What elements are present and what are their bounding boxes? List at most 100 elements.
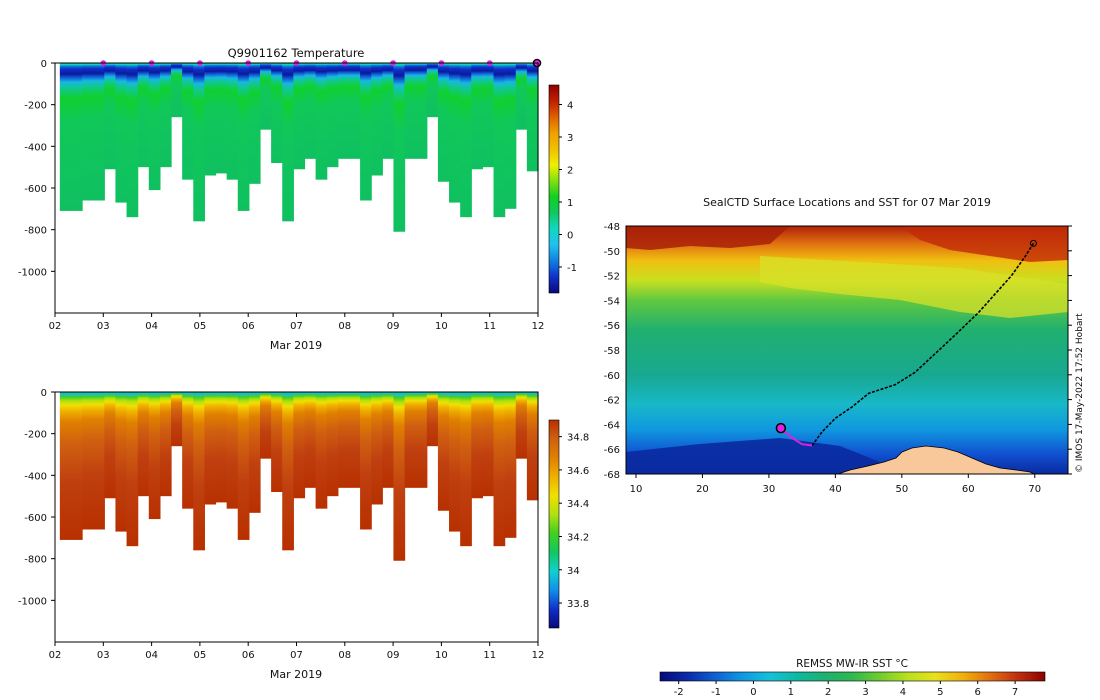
temperature-title: Q9901162 Temperature: [228, 46, 365, 60]
profile-column: [115, 392, 128, 532]
cold-south-patch: [626, 438, 880, 474]
warm-north-patch: [626, 226, 790, 250]
map-y-tick-label: -62: [604, 396, 620, 407]
map-x-tick-label: 30: [763, 484, 776, 495]
profile-column: [271, 63, 283, 163]
profile-column: [426, 63, 439, 118]
profile-column: [315, 63, 328, 180]
temperature-x-axis: 02 03 04 05 06 07 08 09 10 11 12: [49, 313, 545, 332]
salinity-y-axis: 0 -200 -400 -600 -800 -1000: [18, 388, 55, 607]
map-y-tick-label: -64: [604, 420, 620, 431]
sst-colorbar-tick-label: 3: [862, 687, 868, 698]
temperature-y-axis: 0 -200 -400 -600 -800 -1000: [18, 59, 55, 278]
x-tick-label: 09: [387, 321, 400, 332]
y-tick-label: -400: [24, 471, 47, 482]
salinity-profiles: [59, 392, 539, 561]
x-tick-label: 12: [532, 321, 545, 332]
profile-column: [182, 392, 194, 509]
profile-column: [137, 392, 150, 497]
y-tick-label: -1000: [18, 596, 47, 607]
temperature-colorbar: [548, 84, 560, 294]
profile-column: [70, 63, 83, 211]
profile-column: [193, 392, 205, 551]
profile-column: [193, 63, 205, 222]
x-tick-label: 08: [338, 321, 351, 332]
profile-column: [493, 392, 506, 547]
profile-column: [348, 392, 361, 488]
profile-column: [437, 63, 450, 182]
map-x-tick-label: 40: [829, 484, 842, 495]
profile-column: [282, 392, 294, 551]
profile-column: [515, 63, 528, 130]
temperature-panel: Q9901162 Temperature 0 -200 -400 -600 -800 -1…: [18, 46, 577, 352]
profile-column: [171, 63, 183, 118]
sst-colorbar-tick-label: 6: [975, 687, 981, 698]
map-credit: © IMOS 17-May-2022 17:52 Hobart: [1075, 313, 1085, 473]
profile-column: [259, 63, 272, 130]
map-y-tick-label: -50: [604, 247, 620, 258]
profile-column: [482, 392, 495, 497]
profile-column: [59, 63, 72, 211]
profile-column: [393, 392, 406, 561]
colorbar-tick-label: 34.8: [567, 433, 589, 444]
profile-column: [70, 392, 83, 540]
x-tick-label: 04: [145, 650, 158, 661]
profile-column: [337, 392, 350, 488]
x-tick-label: 08: [338, 650, 351, 661]
map-y-tick-label: -66: [604, 445, 620, 456]
colorbar-tick-label: 34.2: [567, 532, 589, 543]
profile-column: [315, 392, 328, 509]
profile-column: [404, 63, 417, 159]
profile-column: [171, 392, 183, 447]
y-tick-label: -600: [24, 513, 47, 524]
salinity-panel: 0 -200 -400 -600 -800 -1000 02 03 04 05 06 07 08 09 1…: [18, 388, 589, 681]
x-tick-label: 04: [145, 321, 158, 332]
profile-column: [293, 392, 306, 499]
map-x-tick-label: 10: [630, 484, 643, 495]
x-tick-label: 05: [194, 321, 207, 332]
profile-column: [404, 392, 417, 488]
profile-column: [526, 392, 539, 501]
profile-column: [415, 392, 428, 488]
y-tick-label: -200: [24, 430, 47, 441]
profile-column: [326, 392, 339, 497]
profile-column: [515, 392, 528, 459]
profile-column: [415, 63, 428, 159]
profile-column: [382, 392, 395, 488]
antarctic-land: [837, 445, 1035, 474]
salinity-x-axis: 02 03 04 05 06 07 08 09 10 11 12: [49, 642, 544, 661]
profile-column: [271, 392, 283, 492]
colorbar-tick-label: -1: [567, 263, 577, 274]
start-position-marker: [1029, 239, 1037, 247]
profile-column: [237, 63, 250, 211]
salinity-xlabel: Mar 2019: [270, 668, 322, 681]
temperature-xlabel: Mar 2019: [270, 339, 322, 352]
map-x-tick-label: 60: [962, 484, 975, 495]
map-x-tick-label: 50: [895, 484, 908, 495]
profile-column: [126, 63, 139, 218]
profile-column: [337, 63, 350, 159]
warm-east-patch: [900, 226, 1068, 262]
profile-column: [304, 63, 317, 159]
profile-column: [82, 63, 94, 201]
sst-colorbar-tick-label: 1: [788, 687, 794, 698]
profile-column: [426, 392, 439, 447]
profile-column: [393, 63, 406, 232]
map-y-tick-label: -60: [604, 371, 620, 382]
profile-column: [104, 392, 117, 499]
seal-track: [811, 242, 1035, 446]
x-tick-label: 11: [483, 650, 496, 661]
sst-colorbar-tick-label: -2: [674, 687, 684, 698]
y-tick-label: -800: [24, 226, 47, 237]
x-tick-label: 07: [290, 650, 303, 661]
sst-map-panel: SealCTD Surface Locations and SST for 07…: [604, 196, 1085, 495]
x-tick-label: 06: [242, 321, 255, 332]
profile-column: [204, 63, 217, 176]
sst-colorbar-tick-label: 5: [937, 687, 943, 698]
profile-column: [126, 392, 139, 547]
x-tick-label: 11: [483, 321, 496, 332]
y-tick-label: 0: [41, 59, 47, 70]
sst-colorbar-tick-label: 0: [750, 687, 756, 698]
map-title: SealCTD Surface Locations and SST for 07…: [703, 196, 991, 209]
profile-column: [493, 63, 506, 218]
